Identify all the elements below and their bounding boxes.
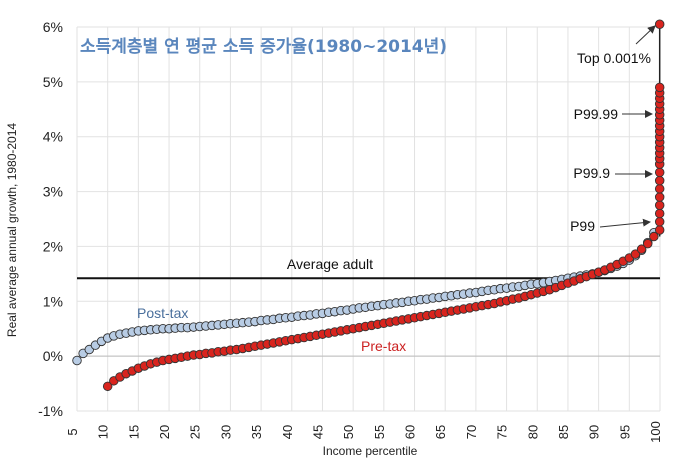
pre-tax-point xyxy=(654,19,665,30)
pre-tax-point xyxy=(654,225,665,235)
x-tick-label: 15 xyxy=(126,425,141,439)
x-tick-label: 45 xyxy=(310,425,325,439)
x-tick-label: 35 xyxy=(249,425,264,439)
x-axis-label: Income percentile xyxy=(323,444,418,458)
y-tick-label: 3% xyxy=(43,184,63,200)
annotation-label: Top 0.001% xyxy=(577,50,651,66)
x-tick-label: 40 xyxy=(280,425,295,439)
x-tick-label: 55 xyxy=(372,425,387,439)
x-tick-label: 25 xyxy=(188,425,203,439)
pre-tax-point xyxy=(654,167,665,178)
chart-title: 소득계층별 연 평균 소득 증가율(1980~2014년) xyxy=(80,37,447,57)
annotation-label: P99 xyxy=(570,218,595,234)
x-tick-label: 95 xyxy=(617,425,632,439)
annotations: Top 0.001% P99.99 P99.9 P99 xyxy=(570,25,656,234)
post-tax-point xyxy=(72,355,82,366)
x-tick-label: 5 xyxy=(65,428,80,435)
annotation-arrow xyxy=(635,25,656,45)
x-tick-label: 75 xyxy=(495,425,510,439)
x-tick-label: 70 xyxy=(464,425,479,439)
ticks: -1% 0% 1% 2% 3% 4% 5% 6% 5 10 15 20 25 30 35 40 45 50 55 60… xyxy=(38,19,663,443)
y-tick-label: 6% xyxy=(43,19,63,35)
annotation-label: P99.9 xyxy=(573,165,610,181)
reference-line-label: Average adult xyxy=(287,256,373,272)
annotation-arrow xyxy=(599,218,651,228)
pre-tax-series xyxy=(102,19,665,392)
y-tick-label: 5% xyxy=(43,74,63,90)
x-tick-label: 10 xyxy=(96,425,111,439)
x-tick-label: 60 xyxy=(403,425,418,439)
x-tick-label: 20 xyxy=(157,425,172,439)
grid xyxy=(76,26,661,412)
pre-tax-point xyxy=(654,200,665,211)
pre-tax-point xyxy=(654,184,665,194)
x-tick-label: 50 xyxy=(341,425,356,439)
x-tick-label: 65 xyxy=(433,425,448,439)
x-tick-label: 90 xyxy=(587,425,602,439)
pre-tax-point xyxy=(102,381,113,392)
pre-tax-point xyxy=(654,208,665,219)
x-tick-label: 100 xyxy=(648,421,663,443)
pre-tax-point xyxy=(654,192,665,202)
y-axis-label: Real average annual growth, 1980-2014 xyxy=(5,123,19,337)
pre-tax-point xyxy=(642,238,653,249)
pre-tax-point xyxy=(654,82,665,93)
y-tick-label: 1% xyxy=(43,293,63,309)
pre-tax-point xyxy=(654,216,665,227)
y-tick-label: 0% xyxy=(43,348,63,364)
x-tick-label: 80 xyxy=(525,425,540,439)
pre-tax-point xyxy=(649,231,659,242)
post-tax-label: Post-tax xyxy=(137,305,188,321)
x-tick-label: 30 xyxy=(218,425,233,439)
y-tick-label: 4% xyxy=(43,129,63,145)
x-tick-label: 85 xyxy=(556,425,571,439)
pre-tax-point xyxy=(654,175,665,186)
annotation-label: P99.99 xyxy=(574,106,619,122)
pre-tax-point xyxy=(636,244,647,254)
pre-tax-point xyxy=(630,249,641,259)
pre-tax-label: Pre-tax xyxy=(361,338,406,354)
y-tick-label: -1% xyxy=(38,403,63,419)
y-tick-label: 2% xyxy=(43,238,63,254)
